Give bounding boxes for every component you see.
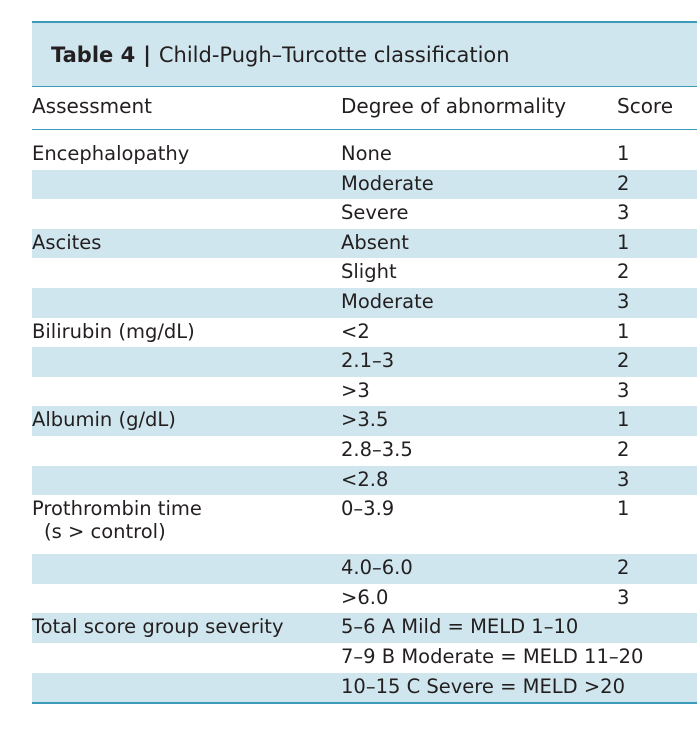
table-row: >6.0 3 — [32, 584, 697, 614]
table-row: Encephalopathy None 1 — [32, 140, 697, 170]
table-header: Assessment Degree of abnormality Score — [32, 86, 697, 130]
cell-score: 3 — [617, 378, 630, 402]
cell-score: 2 — [617, 260, 630, 284]
assessment-text: Total score group severity — [32, 615, 284, 639]
cell-score: 1 — [617, 319, 630, 343]
cell-degree: 2.1–3 — [341, 349, 395, 373]
cell-degree: <2.8 — [341, 467, 389, 491]
title-separator: | — [143, 42, 151, 67]
cell-degree: <2 — [341, 319, 370, 343]
cell-degree: 0–3.9 — [341, 497, 395, 521]
cell-score: 3 — [617, 289, 630, 313]
table-body: Encephalopathy None 1 Moderate 2 Severe 3 Ascit… — [32, 130, 697, 703]
table-row: 2.8–3.5 2 — [32, 436, 697, 466]
table-row: Total score group severity 5–6 A Mild = M… — [32, 613, 697, 643]
table-row: Bilirubin (mg/dL) <2 1 — [32, 318, 697, 348]
cell-degree: Moderate — [341, 171, 434, 195]
cell-assessment: Encephalopathy — [32, 142, 189, 165]
table-row: <2.8 3 — [32, 465, 697, 496]
cell-score: 1 — [617, 230, 630, 254]
assessment-text: Prothrombin time — [32, 497, 202, 521]
table-row: 7–9 B Moderate = MELD 11–20 — [32, 643, 697, 673]
bottom-rule — [32, 702, 697, 705]
cell-degree: >6.0 — [341, 585, 389, 609]
cell-degree: Moderate — [341, 289, 434, 313]
cell-assessment: Albumin (g/dL) — [32, 408, 176, 431]
cell-score: 3 — [617, 585, 630, 609]
table-row: Slight 2 — [32, 258, 697, 288]
cell-assessment: Bilirubin (mg/dL) — [32, 320, 195, 343]
cell-score: 1 — [617, 497, 630, 521]
cell-score: 3 — [617, 467, 630, 491]
table-row: 2.1–3 2 — [32, 347, 697, 377]
table-row: 4.0–6.0 2 — [32, 554, 697, 584]
table-row: >3 3 — [32, 377, 697, 407]
cell-degree: Absent — [341, 230, 409, 254]
table-title-bar: Table 4 | Child-Pugh–Turcotte classifica… — [32, 21, 697, 86]
header-score: Score — [617, 94, 674, 118]
cell-score: 1 — [617, 408, 630, 432]
cell-degree: 5–6 A Mild = MELD 1–10 — [341, 615, 579, 639]
cell-degree: Severe — [341, 201, 409, 225]
assessment-text: Encephalopathy — [32, 142, 190, 165]
assessment-text-line2: (s > control) — [44, 520, 166, 544]
cell-degree: 7–9 B Moderate = MELD 11–20 — [341, 644, 644, 668]
cell-assessment: Ascites — [32, 231, 101, 254]
cell-degree: 4.0–6.0 — [341, 556, 413, 580]
classification-table: Table 4 | Child-Pugh–Turcotte classifica… — [32, 21, 697, 705]
table-row: 10–15 C Severe = MELD >20 — [32, 672, 697, 703]
table-row: Moderate 3 — [32, 287, 697, 318]
cell-degree: 2.8–3.5 — [341, 437, 413, 461]
cell-assessment: Total score group severity — [32, 615, 283, 638]
cell-assessment: Prothrombin time (s > control) — [32, 497, 202, 543]
cell-score: 3 — [617, 201, 630, 225]
cell-score: 1 — [617, 142, 630, 165]
table-row: Ascites Absent 1 — [32, 228, 697, 259]
assessment-text: Bilirubin (mg/dL) — [32, 319, 195, 343]
table-title: Child-Pugh–Turcotte classification — [158, 42, 510, 67]
cell-degree: 10–15 C Severe = MELD >20 — [341, 674, 625, 698]
header-assessment: Assessment — [32, 94, 152, 118]
cell-degree: None — [341, 142, 392, 165]
table-row: Severe 3 — [32, 199, 697, 229]
assessment-text: Ascites — [32, 230, 102, 254]
cell-degree: >3.5 — [341, 408, 389, 432]
table-row: Prothrombin time (s > control) 0–3.9 1 — [32, 495, 697, 554]
cell-degree: Slight — [341, 260, 397, 284]
table-row: Moderate 2 — [32, 169, 697, 200]
cell-score: 2 — [617, 349, 630, 373]
cell-degree: >3 — [341, 378, 370, 402]
cell-score: 2 — [617, 556, 630, 580]
cell-score: 2 — [617, 437, 630, 461]
table-row: Albumin (g/dL) >3.5 1 — [32, 406, 697, 436]
cell-score: 2 — [617, 171, 630, 195]
header-degree: Degree of abnormality — [341, 94, 567, 118]
assessment-text: Albumin (g/dL) — [32, 408, 176, 432]
table-label: Table 4 — [51, 42, 136, 67]
